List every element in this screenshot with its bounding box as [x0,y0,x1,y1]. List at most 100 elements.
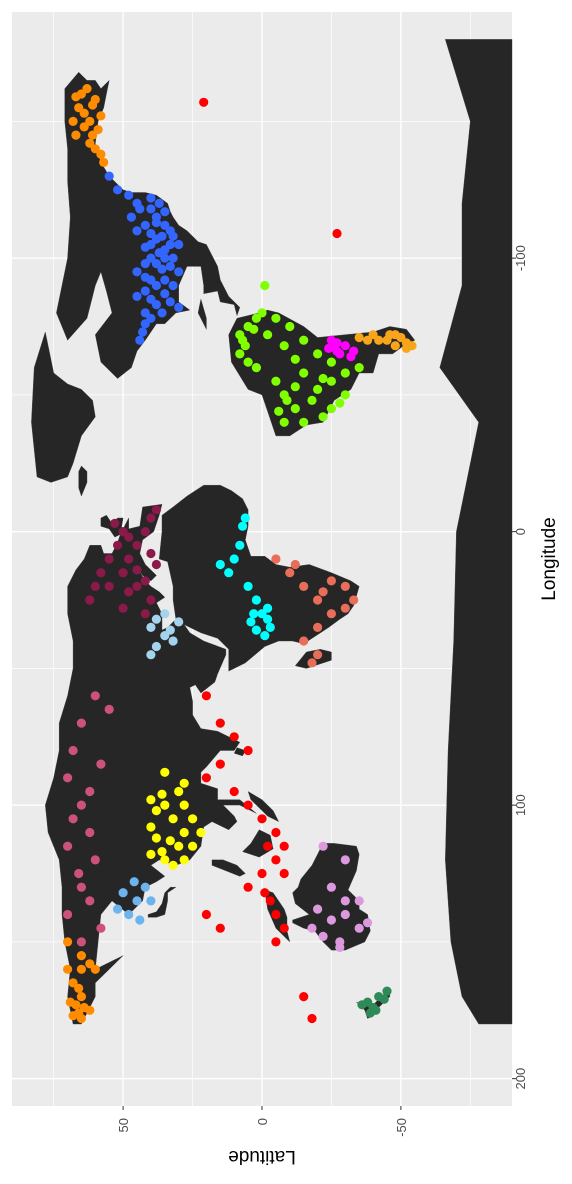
data-point [318,931,328,942]
data-point [154,248,164,258]
land-africa [158,485,360,672]
data-point [154,198,164,208]
data-point [196,827,206,838]
data-point [157,308,167,318]
tick-label: -100 [513,245,528,271]
data-point [90,144,100,154]
data-point [140,527,150,537]
data-point [151,641,161,652]
data-point [132,540,142,550]
data-point [146,896,156,906]
data-point [118,888,128,898]
data-point [279,841,289,851]
data-point [279,923,289,933]
data-point [340,341,350,351]
data-point [299,417,309,427]
data-point [140,319,150,329]
data-point [160,800,170,810]
tick-label: 50 [116,1118,131,1132]
data-point [332,228,342,239]
data-point [151,806,161,816]
data-point [99,157,109,167]
land-australia [292,843,371,951]
data-point [257,308,267,318]
data-point [151,300,161,310]
data-point [174,267,184,277]
data-point [146,622,156,633]
points-layer [63,84,417,1024]
data-point [313,622,323,633]
data-point [215,559,225,570]
data-point [140,308,150,318]
data-point [401,343,411,353]
data-point [151,614,161,624]
data-point [168,636,178,646]
data-point [76,718,86,728]
land-sri-lanka [233,747,246,757]
data-point [104,171,114,181]
data-point [90,855,100,865]
data-point [76,800,86,810]
data-point [243,357,253,367]
data-point [215,923,225,933]
data-point [340,855,350,865]
data-point [157,231,167,241]
data-point [335,398,345,408]
data-point [104,704,114,715]
tick-label: 0 [255,1118,270,1125]
data-point [140,220,150,230]
land-antarctica [439,39,513,1025]
data-point [160,275,170,285]
data-point [140,609,150,619]
data-point [85,896,95,906]
data-point [326,576,336,586]
data-point [165,239,175,250]
data-point [271,855,281,865]
data-point [140,242,150,252]
data-point [146,595,156,605]
data-point [174,617,184,627]
data-point [326,609,336,619]
data-point [318,587,328,597]
data-point [371,1005,381,1015]
data-point [68,116,78,126]
data-point [326,376,336,386]
data-point [90,964,100,974]
tick-label: -50 [394,1118,409,1137]
data-point [299,636,309,646]
land-sumatra [247,791,280,823]
data-point [104,581,114,592]
data-point [335,349,345,359]
data-point [68,745,78,756]
data-point [326,404,336,414]
data-point [174,239,184,250]
data-point [357,1000,367,1010]
data-point [146,849,156,860]
data-point [363,335,373,345]
data-point [251,595,261,605]
data-point [363,918,373,928]
data-point [271,313,281,323]
data-point [271,376,281,386]
data-point [326,357,336,367]
data-point [307,923,317,933]
tick-label: 0 [513,528,528,535]
data-point [313,650,323,660]
data-point [63,964,73,974]
data-point [313,904,323,914]
data-point [340,909,350,920]
data-point [68,814,78,824]
data-point [243,581,253,592]
data-point [146,822,156,832]
data-point [251,363,261,373]
data-point [299,992,309,1002]
data-point [118,603,128,613]
data-point [140,286,150,296]
data-point [354,363,364,373]
data-point [313,595,323,605]
tick-label: 200 [513,1068,528,1090]
data-point [238,521,248,531]
data-point [132,291,142,301]
data-point [265,622,275,633]
data-point [263,603,273,613]
